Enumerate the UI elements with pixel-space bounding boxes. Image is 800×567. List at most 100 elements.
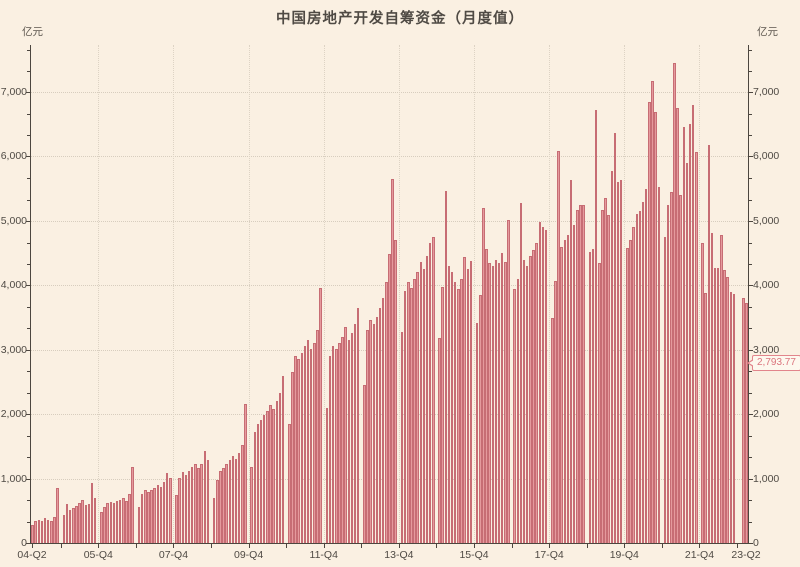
bar[interactable] [720,235,723,543]
bar[interactable] [266,410,269,543]
bar[interactable] [438,338,441,543]
bar[interactable] [103,506,106,543]
bar[interactable] [554,281,557,543]
bar[interactable] [616,181,620,543]
bar[interactable] [453,282,457,543]
bar[interactable] [479,294,482,543]
bar[interactable] [125,500,128,543]
bar[interactable] [541,226,545,543]
bar[interactable] [613,133,617,543]
bar[interactable] [648,101,651,543]
bar[interactable] [607,215,610,543]
bar[interactable] [212,497,216,543]
bar[interactable] [369,320,372,543]
bar[interactable] [742,298,745,543]
bar[interactable] [62,515,66,543]
bar[interactable] [303,346,307,543]
bar[interactable] [422,268,426,543]
bar[interactable] [187,470,191,543]
bar[interactable] [165,473,169,543]
bar[interactable] [300,352,304,543]
bar[interactable] [626,248,629,543]
bar[interactable] [297,359,300,543]
bar[interactable] [469,261,473,543]
bar[interactable] [410,288,413,543]
bar[interactable] [513,288,516,543]
bar[interactable] [466,269,469,543]
bar[interactable] [394,240,397,543]
bar[interactable] [56,488,59,543]
bar[interactable] [93,497,97,543]
bar[interactable] [522,259,526,543]
bar[interactable] [356,308,360,543]
bar[interactable] [450,272,454,543]
bar[interactable] [500,253,504,543]
bar[interactable] [81,500,84,543]
bar[interactable] [100,512,103,543]
bar[interactable] [137,506,141,543]
bar[interactable] [90,483,94,543]
bar[interactable] [482,208,485,543]
bar[interactable] [140,494,144,543]
bar[interactable] [309,349,313,543]
bar[interactable] [184,474,188,543]
bar[interactable] [250,467,253,543]
bar[interactable] [729,291,732,543]
bar[interactable] [181,472,185,543]
bar[interactable] [328,356,332,543]
bar[interactable] [400,331,404,543]
bar[interactable] [632,227,635,543]
bar[interactable] [325,407,329,543]
bar[interactable] [713,268,717,543]
bar[interactable] [159,486,163,543]
bar[interactable] [118,500,122,543]
bar[interactable] [598,263,601,543]
bar[interactable] [150,489,153,543]
bar[interactable] [244,404,247,543]
bar[interactable] [216,479,219,543]
bar[interactable] [579,204,582,543]
bar[interactable] [557,150,560,543]
bar[interactable] [685,162,689,543]
bar[interactable] [241,444,244,543]
bar[interactable] [294,356,297,543]
bar[interactable] [723,270,726,543]
bar[interactable] [419,262,423,543]
bar[interactable] [604,198,607,543]
bar[interactable] [253,432,257,543]
bar[interactable] [716,268,720,543]
bar[interactable] [144,490,147,543]
bar[interactable] [494,259,498,543]
bar[interactable] [682,126,686,543]
bar[interactable] [256,423,260,543]
bar[interactable] [588,251,592,543]
bar[interactable] [654,112,657,543]
bar[interactable] [219,470,222,543]
bar[interactable] [259,420,263,543]
bar[interactable] [535,243,538,543]
bar[interactable] [691,105,695,543]
bar[interactable] [87,504,91,543]
bar[interactable] [53,516,56,543]
bar[interactable] [710,233,714,543]
bar[interactable] [115,501,119,543]
bar[interactable] [695,151,698,543]
bar[interactable] [288,423,291,543]
bar[interactable] [203,451,206,543]
bar[interactable] [269,404,272,543]
bar[interactable] [619,180,623,543]
bar[interactable] [441,286,444,543]
bar[interactable] [572,224,576,543]
bar[interactable] [532,249,535,543]
bar[interactable] [475,322,479,543]
bar[interactable] [610,170,614,543]
bar[interactable] [197,467,200,543]
bar[interactable] [378,307,382,543]
bar[interactable] [491,266,495,543]
bar[interactable] [566,235,570,543]
bar[interactable] [560,246,563,543]
bar[interactable] [413,278,416,543]
bar[interactable] [75,506,78,543]
bar[interactable] [338,342,341,543]
latest-value-badge[interactable]: 2,793.77 [747,355,800,371]
